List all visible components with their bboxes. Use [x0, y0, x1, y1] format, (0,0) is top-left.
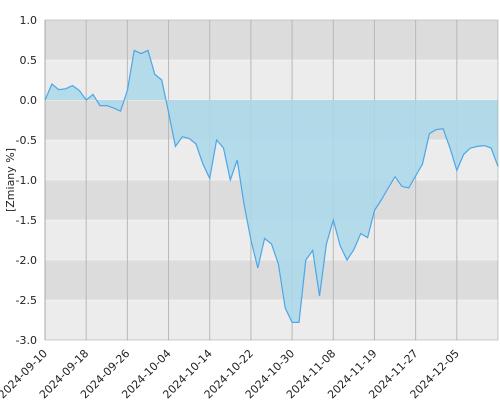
y-tick-label: -2.5: [16, 294, 37, 307]
y-tick-label: -2.0: [16, 254, 37, 267]
y-tick-label: -1.0: [16, 174, 37, 187]
y-tick-label: 0.5: [20, 54, 38, 67]
y-tick-label: -0.5: [16, 134, 37, 147]
plot-border: [44, 19, 499, 341]
y-tick-label: -1.5: [16, 214, 37, 227]
area: [45, 50, 498, 323]
grid-band: [45, 260, 498, 300]
grid-band: [45, 20, 498, 60]
y-tick-label: 0.0: [20, 94, 38, 107]
line: [44, 49, 499, 323]
y-tick-label: -3.0: [16, 334, 37, 347]
y-axis-label: [Zmiany %]: [4, 148, 17, 212]
y-tick-label: 1.0: [20, 14, 38, 27]
